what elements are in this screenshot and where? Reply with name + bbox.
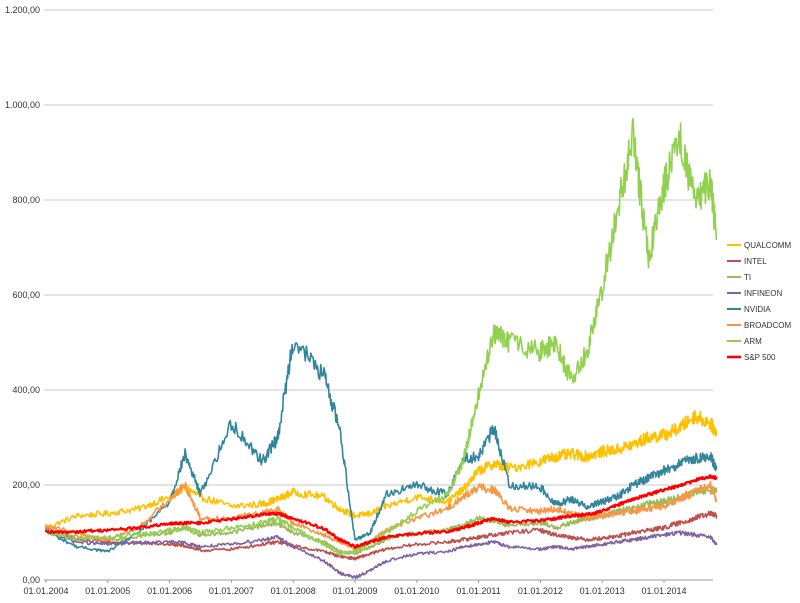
y-tick-label: 400,00 xyxy=(12,385,40,395)
legend-label: NVIDIA xyxy=(744,305,771,314)
x-tick-label: 01.01.2007 xyxy=(209,586,254,596)
x-tick-label: 01.01.2013 xyxy=(580,586,625,596)
legend-label: INFINEON xyxy=(744,289,782,298)
y-tick-label: 1.200,00 xyxy=(5,5,40,15)
x-tick-labels: 01.01.2004 01.01.2005 01.01.2006 01.01.2007… xyxy=(23,580,687,596)
y-tick-label: 0,00 xyxy=(22,575,40,585)
legend-label: S&P 500 xyxy=(744,353,776,362)
series-line-arm xyxy=(45,117,718,556)
y-gridlines xyxy=(44,9,713,581)
legend-label: BROADCOM xyxy=(744,321,791,330)
legend-label: QUALCOMM xyxy=(744,241,791,250)
y-tick-label: 600,00 xyxy=(12,290,40,300)
series-line-broadcom xyxy=(45,480,718,552)
x-tick-label: 01.01.2006 xyxy=(147,586,192,596)
x-tick-label: 01.01.2014 xyxy=(641,586,686,596)
x-tick-label: 01.01.2008 xyxy=(271,586,316,596)
series-line-s-p-500 xyxy=(44,474,718,550)
legend-label: INTEL xyxy=(744,257,767,266)
x-tick-label: 01.01.2011 xyxy=(456,586,500,596)
x-tick-label: 01.01.2005 xyxy=(85,586,130,596)
x-tick-label: 01.01.2004 xyxy=(23,586,68,596)
series-lines xyxy=(44,117,718,580)
legend-label: TI xyxy=(744,273,751,282)
series-line-intel xyxy=(45,510,718,561)
x-tick-label: 01.01.2010 xyxy=(394,586,439,596)
x-tick-label: 01.01.2009 xyxy=(332,586,377,596)
y-tick-label: 800,00 xyxy=(12,195,40,205)
series-line-qualcomm xyxy=(45,410,718,530)
legend: QUALCOMM INTEL TI INFINEON NVIDIA BROADCOM ARM… xyxy=(727,241,791,362)
legend-label: ARM xyxy=(744,337,762,346)
y-tick-labels: 0,00 200,00 400,00 600,00 800,00 1.000,00 1.20… xyxy=(5,5,40,585)
y-tick-label: 1.000,00 xyxy=(5,100,40,110)
y-tick-label: 200,00 xyxy=(12,480,40,490)
series-line-ti xyxy=(45,486,718,555)
x-tick-label: 01.01.2012 xyxy=(518,586,563,596)
series-line-infineon xyxy=(45,527,718,580)
